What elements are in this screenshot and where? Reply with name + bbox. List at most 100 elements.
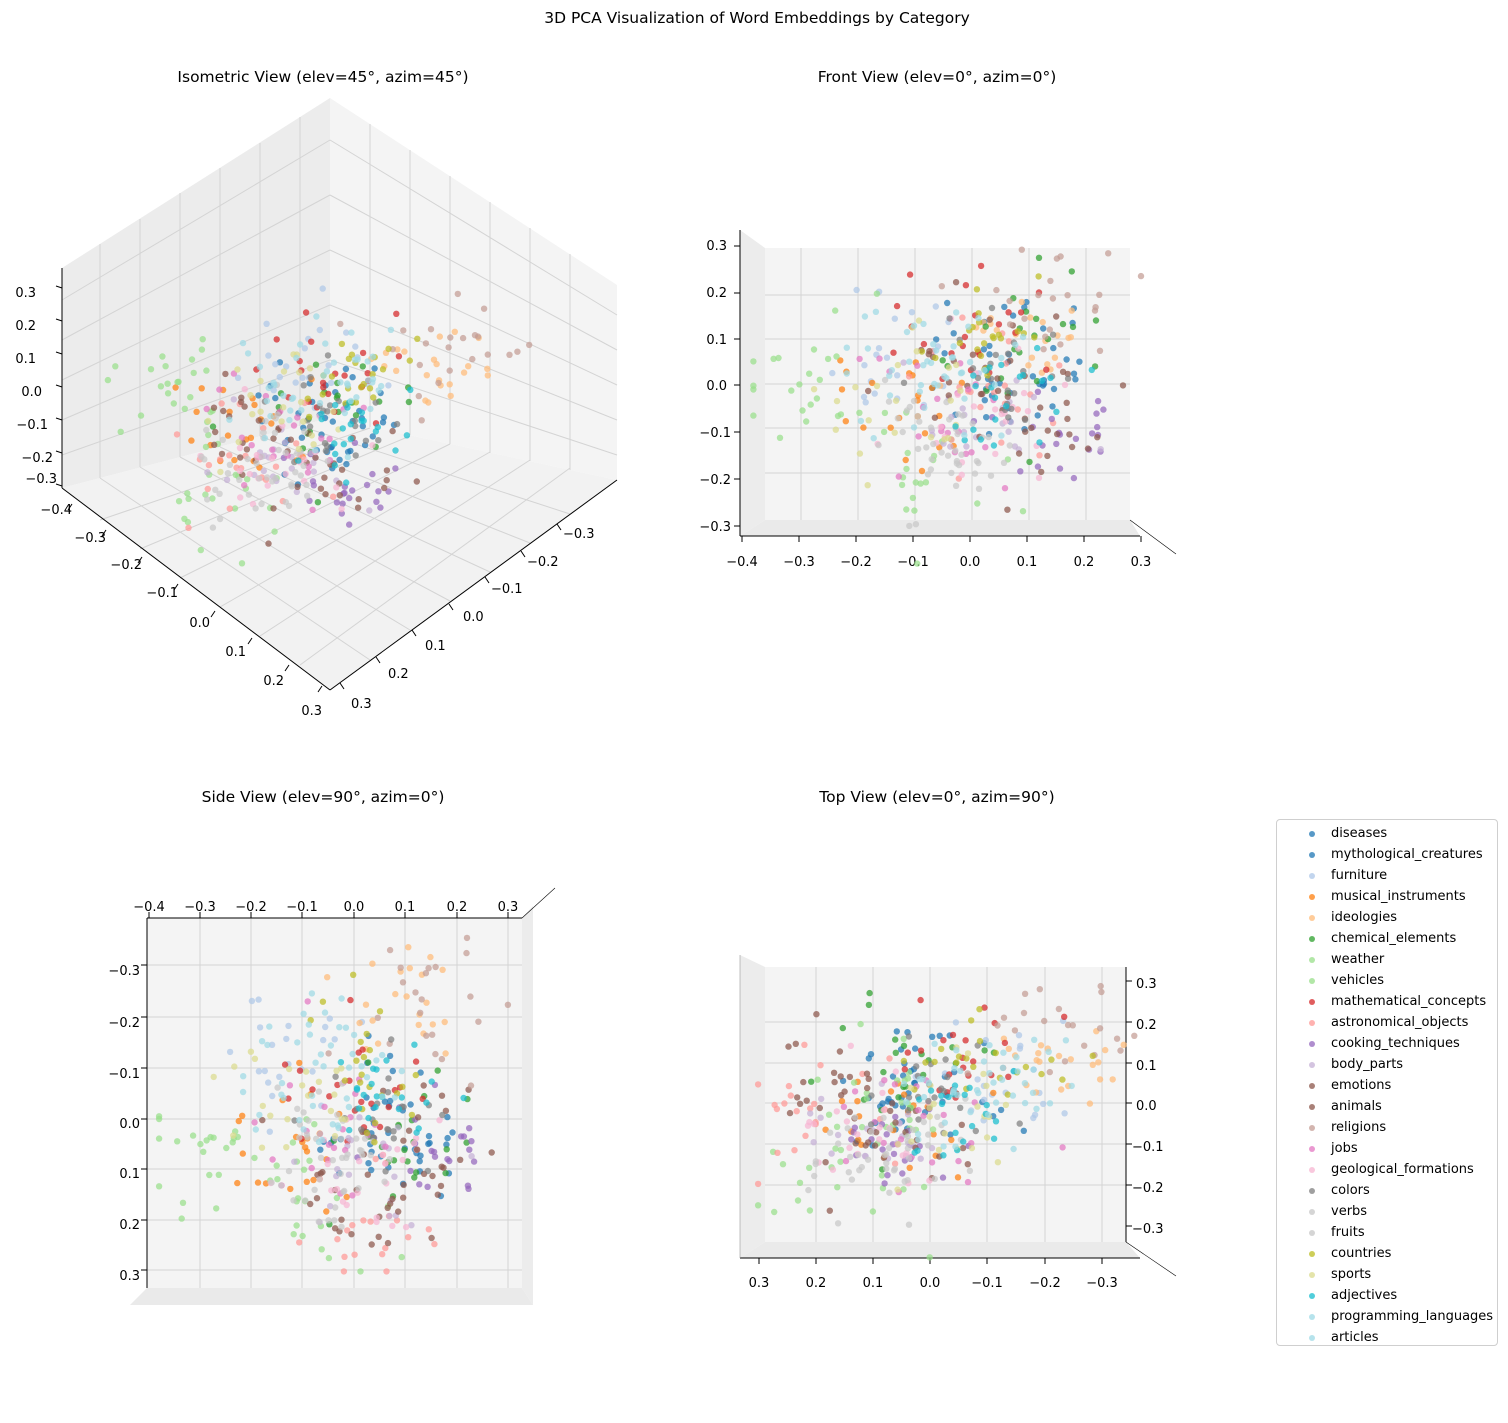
point-cooking-techniques (899, 1170, 906, 1177)
point-verbs (880, 1114, 887, 1122)
point-weather (900, 1035, 907, 1043)
point-sports (280, 404, 287, 411)
point-fruits (324, 458, 331, 465)
point-countries (353, 1057, 360, 1064)
point-furniture (1015, 1032, 1023, 1039)
point-fruits (910, 397, 918, 405)
point-chemical-elements (1026, 458, 1033, 466)
point-chemical-elements (982, 323, 989, 330)
iso-z-tick: −0.3 (25, 472, 57, 487)
point-religions (1098, 988, 1105, 996)
point-fruits (966, 1167, 974, 1175)
point-religions (463, 949, 470, 957)
legend-marker (1309, 1103, 1315, 1110)
point-mythological-creatures (443, 1141, 450, 1148)
point-religions (463, 934, 471, 942)
point-cooking-techniques (351, 439, 359, 446)
point-geological-formations (846, 1144, 853, 1152)
point-adjectives (344, 404, 351, 411)
point-articles (930, 341, 937, 348)
point-colors (358, 1126, 365, 1133)
point-adjectives (374, 423, 381, 431)
point-countries (379, 366, 387, 373)
point-adjectives (423, 1099, 430, 1106)
point-programming-languages (342, 1024, 350, 1031)
point-fruits (271, 429, 279, 436)
point-animals (348, 1231, 355, 1238)
point-chemical-elements (866, 989, 873, 997)
point-mythological-creatures (425, 1132, 433, 1140)
point-programming-languages (941, 1119, 948, 1126)
point-ideologies (1089, 1061, 1097, 1069)
point-furniture (248, 997, 256, 1005)
legend-marker (1309, 1292, 1315, 1299)
point-programming-languages (308, 990, 316, 997)
point-ideologies (436, 333, 443, 340)
point-body-parts (947, 443, 954, 450)
point-programming-languages (1000, 1049, 1007, 1056)
point-weather (198, 346, 206, 353)
legend-item-sports: sports (1287, 1264, 1497, 1285)
point-cooking-techniques (407, 1167, 414, 1175)
point-religions (526, 341, 533, 349)
point-jobs (881, 1077, 888, 1084)
point-sports (941, 436, 948, 443)
point-vehicles (879, 1185, 887, 1192)
point-weather (189, 1132, 197, 1139)
point-diseases (1029, 373, 1037, 380)
point-countries (406, 357, 413, 364)
point-articles (916, 388, 923, 395)
point-countries (414, 335, 421, 342)
point-programming-languages (864, 345, 872, 352)
point-religions (1055, 1005, 1063, 1013)
point-fruits (198, 453, 205, 460)
point-ideologies (374, 1040, 382, 1047)
point-cooking-techniques (375, 488, 382, 495)
point-programming-languages (300, 1010, 307, 1017)
point-colors (384, 1089, 392, 1096)
point-colors (323, 442, 331, 450)
point-chemical-elements (865, 1001, 873, 1009)
point-mythological-creatures (1070, 370, 1078, 377)
point-vehicles (244, 476, 251, 483)
point-mythological-creatures (929, 1033, 936, 1041)
point-ideologies (1037, 1042, 1045, 1049)
point-religions (484, 351, 491, 358)
front-z-tick: 0.0 (706, 379, 727, 394)
point-articles (998, 1076, 1006, 1083)
point-weather (904, 1075, 912, 1082)
point-religions (1036, 986, 1044, 993)
point-programming-languages (239, 339, 247, 347)
point-ideologies (1068, 307, 1075, 314)
point-body-parts (345, 1171, 353, 1178)
point-mathematical-concepts (319, 379, 327, 386)
point-animals (846, 1108, 853, 1116)
legend-label: animals (1331, 1099, 1382, 1114)
point-jobs (928, 1159, 936, 1166)
top-z-tick-labels: 0.3 0.2 0.1 0.0 −0.1 −0.2 −0.3 (1132, 977, 1164, 1237)
point-adjectives (353, 1086, 361, 1093)
legend-marker (1309, 998, 1315, 1005)
point-mathematical-concepts (995, 321, 1003, 328)
point-programming-languages (296, 1116, 303, 1124)
point-weather (832, 1145, 839, 1152)
point-furniture (853, 286, 860, 294)
point-countries (366, 385, 374, 392)
point-programming-languages (293, 354, 300, 362)
point-vehicles (209, 495, 216, 502)
point-vehicles (1019, 508, 1027, 515)
point-emotions (1044, 427, 1052, 434)
point-colors (1011, 390, 1018, 397)
point-cooking-techniques (884, 1172, 891, 1179)
point-ideologies (362, 1001, 370, 1008)
point-emotions (822, 1159, 829, 1166)
point-countries (1059, 1076, 1066, 1083)
point-articles (264, 1041, 271, 1049)
front-x-tick-labels: −0.4 −0.3 −0.2 −0.1 0.0 0.1 0.2 0.3 (726, 555, 1151, 570)
point-musical-instruments (900, 1091, 908, 1098)
top-axes-box: 0.3 0.2 0.1 0.0 −0.1 −0.2 −0.3 0.3 0.2 0… (739, 955, 1177, 1291)
point-adjectives (383, 1057, 390, 1064)
point-mythological-creatures (371, 365, 378, 372)
point-animals (816, 1104, 823, 1112)
point-adjectives (372, 1103, 379, 1111)
